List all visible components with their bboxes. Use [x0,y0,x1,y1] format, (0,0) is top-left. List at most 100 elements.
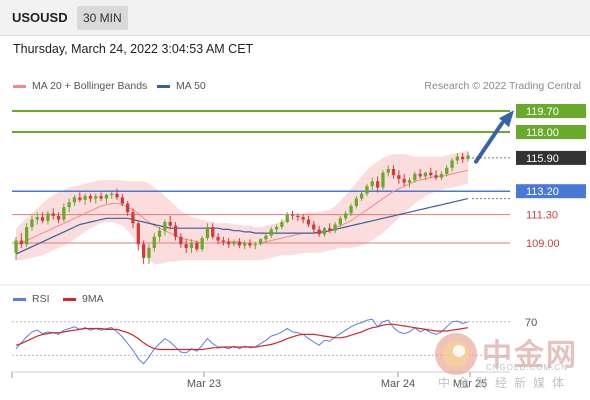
time-tick-label: Mar 23 [187,378,221,390]
candle-body [296,215,300,218]
candle-body [195,243,199,250]
legend-bollinger: MA 20 + Bollinger Bands [13,80,147,92]
candle-body [115,193,119,198]
candle-body [200,238,204,250]
rsi-tick-70: 70 [525,317,537,329]
candle-body [120,197,124,204]
level-box-118.00 [516,125,586,139]
candle-body [370,181,374,187]
candle-body [264,235,268,240]
candle-body [179,236,183,245]
candle-body [413,173,417,181]
watermark-main-text: 中金网 [482,338,578,373]
rsi-label: RSI [32,293,50,305]
candle-body [25,227,29,245]
candle-body [205,227,210,239]
candle-body [94,196,98,199]
candle-body [67,202,71,208]
level-label-109.00: 109.00 [526,238,560,250]
candle-body [30,219,34,227]
candle-body [173,225,178,237]
candle-body [439,173,444,178]
candle-body [455,156,459,161]
time-tick-label: Mar 24 [381,378,415,390]
candle-body [397,175,401,179]
candle-body [290,214,295,216]
level-label-119.70: 119.70 [526,106,559,118]
candle-body [466,155,470,160]
candle-body [317,229,321,235]
candle-body [376,181,380,188]
candle-body [445,167,449,174]
bollinger-band [16,150,468,264]
watermark-logo-icon [435,333,477,375]
candle-body [142,244,146,258]
bollinger-swatch [13,84,26,88]
candle-body [349,206,353,214]
level-label-111.30: 111.30 [526,210,558,222]
candle-body [306,219,311,225]
candle-body [131,212,135,224]
watermark-domain: CNGOLD.COM.CN [486,363,568,372]
candle-body [274,227,279,230]
candle-body [243,243,247,246]
legend-ma50: MA 50 [157,80,206,92]
timeframe-button[interactable]: 30 MIN [77,6,128,30]
candle-body [157,230,162,237]
candle-body [280,222,284,227]
candle-body [360,193,364,199]
target-arrow-head [499,110,514,128]
symbol-label: USOUSD [12,10,68,25]
candle-body [35,217,39,220]
candle-body [211,227,215,237]
candle-body [365,186,369,194]
candle-body [248,243,252,246]
candle-body [221,240,225,242]
candle-body [232,241,236,245]
level-label-118.00: 118.00 [526,127,559,139]
candle-body [136,223,140,245]
candle-body [110,193,114,195]
candle-body [269,229,273,236]
candle-body [344,213,348,219]
candle-body [104,194,109,199]
candle-body [14,240,18,253]
ma50-line [15,198,469,255]
watermark-tagline: 中金财经新媒体 [438,376,572,390]
candle-body [51,213,55,216]
level-box-113.20 [516,184,586,199]
candle-body [285,214,289,222]
candle-body [391,169,396,176]
target-arrow-shaft [474,121,504,164]
candle-body [227,241,231,245]
candle-body [46,213,50,221]
candle-body [381,172,385,188]
candle-body [19,240,23,245]
candle-body [99,196,103,199]
candle-body [40,217,45,221]
candle-body [88,196,93,199]
rsi-ma-swatch [63,297,76,301]
candle-body [429,172,433,176]
candle-body [407,180,412,183]
candle-body [328,228,332,231]
candle-body [461,156,465,160]
candle-body [322,228,327,235]
copyright-text: Research © 2022 Trading Central [424,80,581,92]
candle-body [184,244,188,248]
ma50-swatch [157,84,170,88]
candle-body [163,222,167,231]
candle-body [216,236,220,241]
time-tick-label: Mar 25 [453,378,487,390]
candle-body [147,247,151,258]
candle-body [83,196,87,200]
candle-body [56,215,61,220]
ma20-line [15,169,469,245]
candle-body [152,236,156,248]
watermark: 中金网 CNGOLD.COM.CN 中金财经新媒体 [430,330,590,390]
candle-body [418,173,422,177]
level-box-115.90 [516,150,586,165]
rsi-swatch [13,297,26,301]
candle-body [126,203,130,213]
